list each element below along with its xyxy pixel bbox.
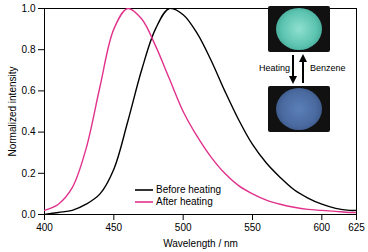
svg-text:0.6: 0.6 <box>22 85 36 96</box>
svg-text:600: 600 <box>313 222 330 233</box>
svg-text:450: 450 <box>105 222 122 233</box>
html-text:Benzene: Benzene <box>310 63 346 73</box>
svg-text:500: 500 <box>175 222 192 233</box>
svg-text:0.4: 0.4 <box>22 126 36 137</box>
html-text:After heating: After heating <box>156 196 213 207</box>
html-text:Heating: Heating <box>259 63 290 73</box>
svg-text:0.0: 0.0 <box>22 209 36 220</box>
svg-text:Wavelength / nm: Wavelength / nm <box>163 238 238 249</box>
svg-text:0.2: 0.2 <box>22 168 36 179</box>
svg-text:Normalized intensity: Normalized intensity <box>7 66 18 156</box>
svg-text:400: 400 <box>36 222 53 233</box>
svg-text:1.0: 1.0 <box>22 3 36 14</box>
svg-text:0.8: 0.8 <box>22 44 36 55</box>
svg-text:550: 550 <box>244 222 261 233</box>
html-text:Before heating: Before heating <box>156 184 222 195</box>
svg-text:625: 625 <box>348 222 365 233</box>
